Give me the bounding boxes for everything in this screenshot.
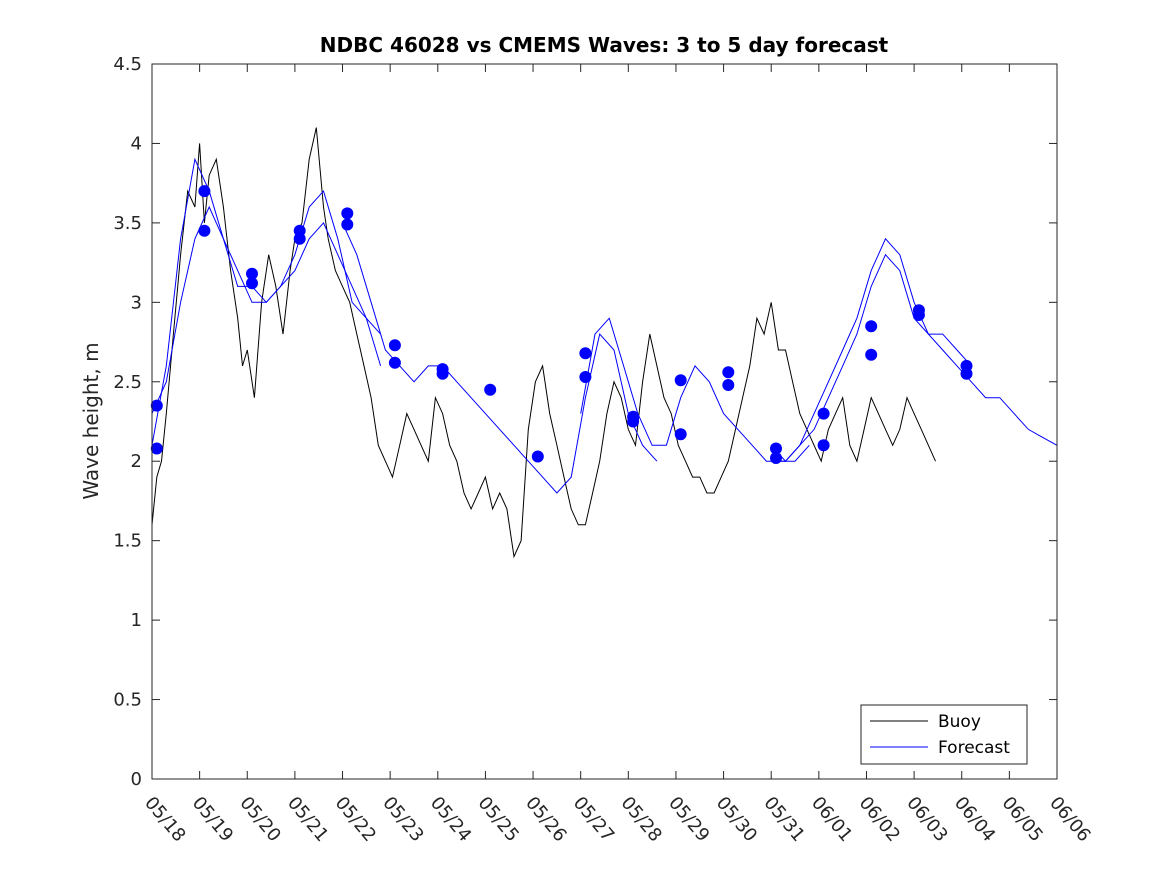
forecast-marker — [341, 218, 354, 231]
legend-box — [860, 704, 1028, 765]
legend: Buoy Forecast — [860, 704, 1028, 765]
chart-title: NDBC 46028 vs CMEMS Waves: 3 to 5 day fo… — [320, 33, 889, 57]
x-tick-label: 05/20 — [235, 793, 284, 846]
x-tick-label: 05/29 — [664, 793, 713, 846]
forecast-marker — [484, 383, 497, 396]
forecast-marker — [150, 399, 163, 412]
forecast-marker — [912, 309, 925, 321]
forecast-marker — [341, 207, 354, 220]
x-tick-label: 06/02 — [855, 793, 904, 846]
x-tick-label: 05/26 — [521, 793, 570, 846]
x-tick-label: 05/25 — [474, 793, 523, 846]
y-tick-label: 1 — [131, 610, 142, 631]
x-tick-label: 05/24 — [426, 793, 475, 846]
x-tick-label: 06/04 — [950, 793, 999, 846]
forecast-marker — [198, 185, 211, 198]
x-tick-label: 05/31 — [759, 793, 808, 846]
forecast-marker — [388, 356, 401, 369]
legend-buoy-label: Buoy — [938, 712, 981, 732]
forecast-series-line-2 — [151, 205, 381, 414]
forecast-marker — [722, 379, 735, 391]
x-tick-label: 05/27 — [569, 793, 618, 846]
y-axis-label: Wave height, m — [79, 342, 103, 499]
forecast-marker — [150, 442, 163, 455]
x-tick-label: 06/05 — [998, 793, 1047, 846]
forecast-marker — [531, 450, 544, 463]
forecast-marker — [579, 371, 592, 383]
forecast-marker — [817, 439, 830, 452]
y-tick-label: 0.5 — [113, 690, 142, 711]
forecast-marker — [865, 320, 878, 333]
x-tick-label: 05/21 — [283, 793, 332, 846]
y-tick-label: 3.5 — [113, 213, 142, 234]
x-tick-label: 05/23 — [378, 793, 427, 846]
x-tick-label: 06/03 — [902, 793, 951, 846]
y-tick-label: 4.5 — [113, 54, 142, 75]
x-tick-label: 06/06 — [1045, 793, 1094, 846]
y-tick-label: 1.5 — [113, 531, 142, 552]
forecast-marker — [770, 442, 782, 455]
legend-forecast-label: Forecast — [938, 738, 1010, 758]
forecast-marker — [865, 348, 878, 361]
forecast-series-line-5 — [770, 237, 1058, 462]
forecast-markers-layer — [150, 185, 973, 464]
y-tick-label: 2.5 — [113, 372, 142, 393]
forecast-marker — [388, 339, 401, 352]
y-tick-label: 3 — [131, 292, 142, 313]
y-tick-label: 0 — [131, 769, 142, 790]
x-tick-label: 05/28 — [616, 793, 665, 846]
forecast-marker — [674, 374, 687, 387]
buoy-series-line — [151, 127, 936, 559]
x-tick-label: 06/01 — [807, 793, 856, 846]
y-tick-label: 2 — [131, 451, 142, 472]
forecast-marker — [436, 367, 449, 380]
plot-frame — [151, 63, 1058, 780]
forecast-marker — [198, 224, 211, 237]
forecast-marker — [293, 232, 306, 245]
forecast-marker — [579, 347, 592, 360]
forecast-marker — [627, 415, 640, 428]
forecast-marker — [246, 277, 258, 290]
x-tick-label: 05/22 — [331, 793, 380, 846]
x-tick-label: 05/30 — [712, 793, 761, 846]
forecast-marker — [960, 367, 973, 380]
forecast-marker — [817, 407, 830, 420]
forecast-marker — [722, 366, 735, 379]
x-tick-label: 05/18 — [140, 793, 189, 846]
forecast-marker — [674, 428, 687, 441]
forecast-marker — [770, 452, 782, 464]
y-tick-label: 4 — [131, 133, 142, 154]
buoy-series-layer — [151, 127, 936, 559]
x-tick-label: 05/19 — [188, 793, 237, 846]
forecast-marker — [246, 267, 258, 280]
forecast-series-line-6 — [771, 253, 972, 462]
plot-background — [152, 64, 1057, 779]
